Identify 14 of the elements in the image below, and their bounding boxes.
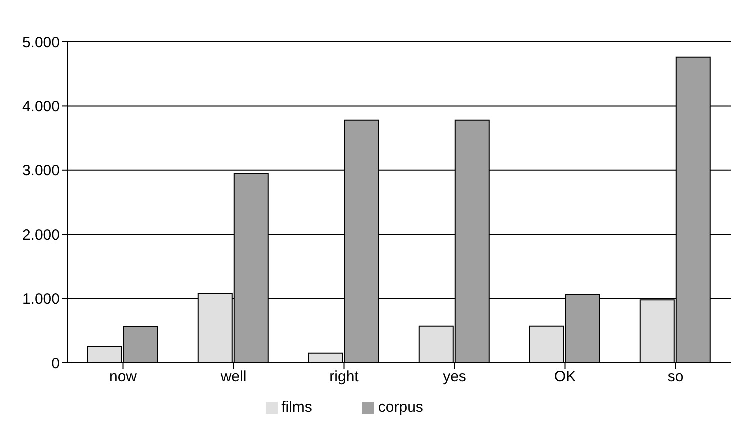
x-tick-label: OK: [554, 368, 576, 386]
x-tick-label: right: [330, 368, 360, 386]
y-tick-label: 5.000: [22, 34, 60, 52]
x-tick-label: so: [668, 368, 684, 386]
x-tick-label: yes: [443, 368, 466, 386]
y-tick-label: 0: [52, 355, 60, 372]
x-tick-label: now: [109, 368, 138, 386]
legend-label: corpus: [378, 399, 424, 416]
y-tick-label: 2.000: [22, 226, 60, 244]
y-tick-label: 1.000: [22, 291, 60, 308]
y-tick-label: 4.000: [22, 98, 60, 116]
y-tick-label: 3.000: [22, 162, 60, 180]
legend-label: films: [282, 399, 312, 416]
x-tick-label: well: [220, 368, 247, 386]
